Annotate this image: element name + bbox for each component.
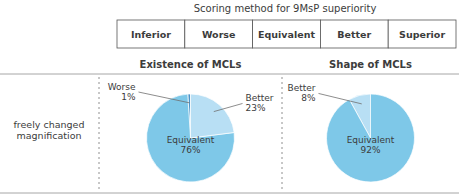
row-label-line: freely changed [13, 119, 84, 130]
table-label: Superior [399, 29, 445, 40]
slice-label-line: Worse [108, 82, 136, 92]
slice-label-line: 8% [301, 93, 316, 103]
slice-label-line: 76% [180, 145, 200, 155]
leader-line [139, 92, 190, 103]
table-label: Better [337, 29, 371, 40]
slice-label-line: Better [246, 93, 274, 103]
slice-label: Worse1% [108, 82, 136, 102]
slice-label-line: 1% [121, 92, 136, 102]
divider [0, 74, 459, 75]
leader-line [319, 93, 362, 103]
separator [99, 77, 100, 190]
figure: Scoring method for 9MsP superiority Infer… [0, 0, 459, 195]
slice-label-line: Better [287, 83, 315, 93]
slice-label: Equivalent92% [347, 135, 395, 155]
divider [0, 193, 459, 194]
column-header: Shape of MCLs [329, 59, 412, 70]
table-label: Inferior [131, 29, 171, 40]
table-label: Equivalent [258, 29, 315, 40]
column-header: Existence of MCLs [140, 59, 242, 70]
table-cell [117, 20, 185, 48]
slice-label-line: 23% [246, 103, 266, 113]
pie-slice [147, 94, 235, 182]
slice-label-line: Equivalent [347, 135, 395, 145]
slice-label: Better23% [246, 93, 274, 113]
pie [326, 94, 414, 182]
row-label: freely changedmagnification [13, 119, 84, 141]
pie-labels: Worse1% Equivalent76% Better23% [108, 82, 274, 155]
pie [147, 94, 235, 182]
table-cell [185, 20, 253, 48]
separator [282, 77, 283, 190]
row-label-line: magnification [17, 130, 82, 141]
slice-label: Equivalent76% [167, 135, 215, 155]
table-cell [320, 20, 388, 48]
slice-label-line: Equivalent [167, 135, 215, 145]
slice-label: Better8% [287, 83, 315, 103]
title: Scoring method for 9MsP superiority [194, 3, 377, 14]
leader-line [214, 103, 243, 111]
slice-label-line: 92% [360, 145, 380, 155]
table-cell [388, 20, 456, 48]
table-cell [253, 20, 321, 48]
pie-labels: Better8% Equivalent92% [287, 83, 394, 154]
pie-slice [191, 94, 235, 138]
table-label: Worse [202, 29, 235, 40]
pie-slice [326, 94, 414, 182]
